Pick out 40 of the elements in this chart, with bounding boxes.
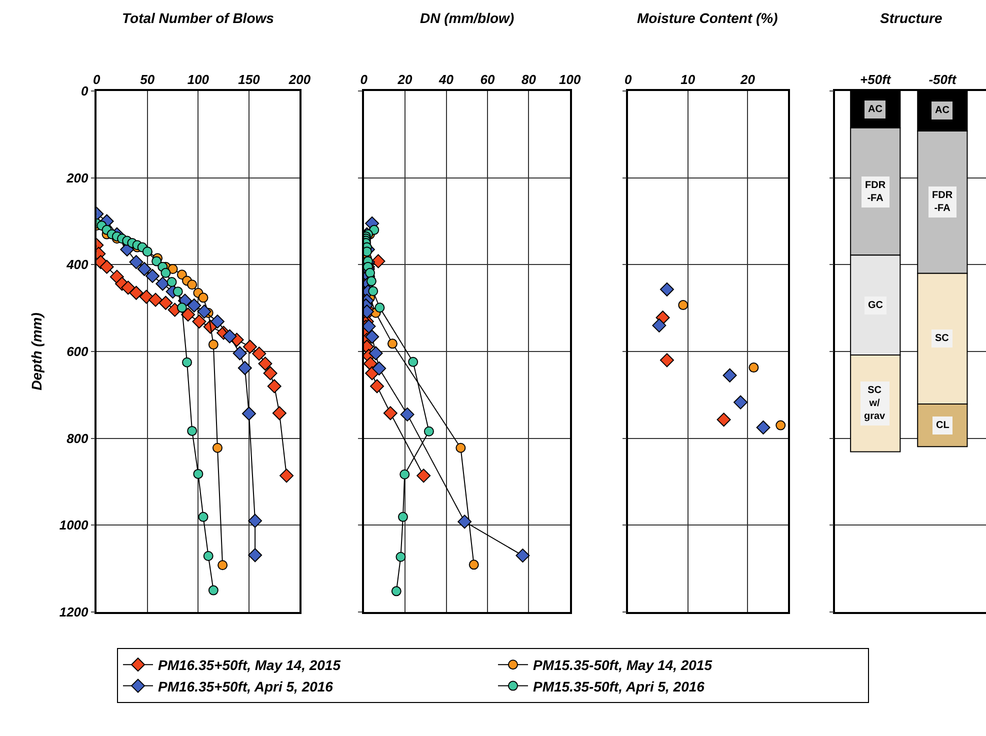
x-tick-label: +50ft bbox=[860, 72, 892, 88]
data-label: AC bbox=[868, 104, 882, 115]
x-tick-label: 80 bbox=[521, 72, 537, 88]
x-tick-label: 100 bbox=[559, 72, 582, 88]
y-tick-label: 400 bbox=[66, 257, 90, 272]
data-label: AC bbox=[935, 105, 950, 116]
x-tick-label: -50ft bbox=[928, 72, 957, 88]
x-tick-label: 100 bbox=[187, 72, 210, 88]
x-tick-label: 0 bbox=[624, 72, 632, 88]
data-label: GC bbox=[868, 300, 883, 311]
y-axis-title: Depth (mm) bbox=[28, 312, 44, 390]
chart-title: Structure bbox=[880, 10, 942, 26]
x-tick-label: 150 bbox=[238, 72, 261, 88]
x-tick-label: 0 bbox=[360, 72, 368, 88]
y-tick-label: 1200 bbox=[59, 604, 90, 620]
y-tick-label: 600 bbox=[66, 344, 90, 360]
data-label: CL bbox=[936, 420, 950, 431]
x-tick-label: 50 bbox=[140, 72, 156, 88]
legend-label: PM15.35-50ft, May 14, 2015 bbox=[533, 657, 712, 674]
chart-title: Total Number of Blows bbox=[122, 10, 274, 26]
x-tick-label: 0 bbox=[93, 72, 102, 88]
x-tick-label: 200 bbox=[288, 72, 312, 88]
y-tick-label: 0 bbox=[81, 84, 90, 99]
x-tick-label: 20 bbox=[740, 72, 756, 88]
data-label: SC bbox=[935, 333, 949, 344]
legend-label: PM16.35+50ft, Apri 5, 2016 bbox=[158, 678, 334, 694]
x-tick-label: 40 bbox=[438, 72, 454, 88]
data-label: SC w/ grav bbox=[864, 385, 886, 422]
y-tick-label: 200 bbox=[66, 170, 90, 186]
data-label: FDR -FA bbox=[865, 180, 886, 204]
chart-title: Moisture Content (%) bbox=[637, 10, 778, 26]
data-label: FDR -FA bbox=[932, 190, 954, 214]
y-tick-label: 800 bbox=[66, 430, 90, 446]
x-tick-label: 10 bbox=[680, 72, 696, 88]
legend-label: PM16.35+50ft, May 14, 2015 bbox=[158, 657, 341, 674]
legend-label: PM15.35-50ft, Apri 5, 2016 bbox=[533, 678, 705, 694]
x-tick-label: 60 bbox=[480, 72, 496, 88]
y-tick-label: 1000 bbox=[59, 518, 90, 533]
x-tick-label: 20 bbox=[396, 72, 414, 88]
chart-title: DN (mm/blow) bbox=[420, 10, 514, 26]
